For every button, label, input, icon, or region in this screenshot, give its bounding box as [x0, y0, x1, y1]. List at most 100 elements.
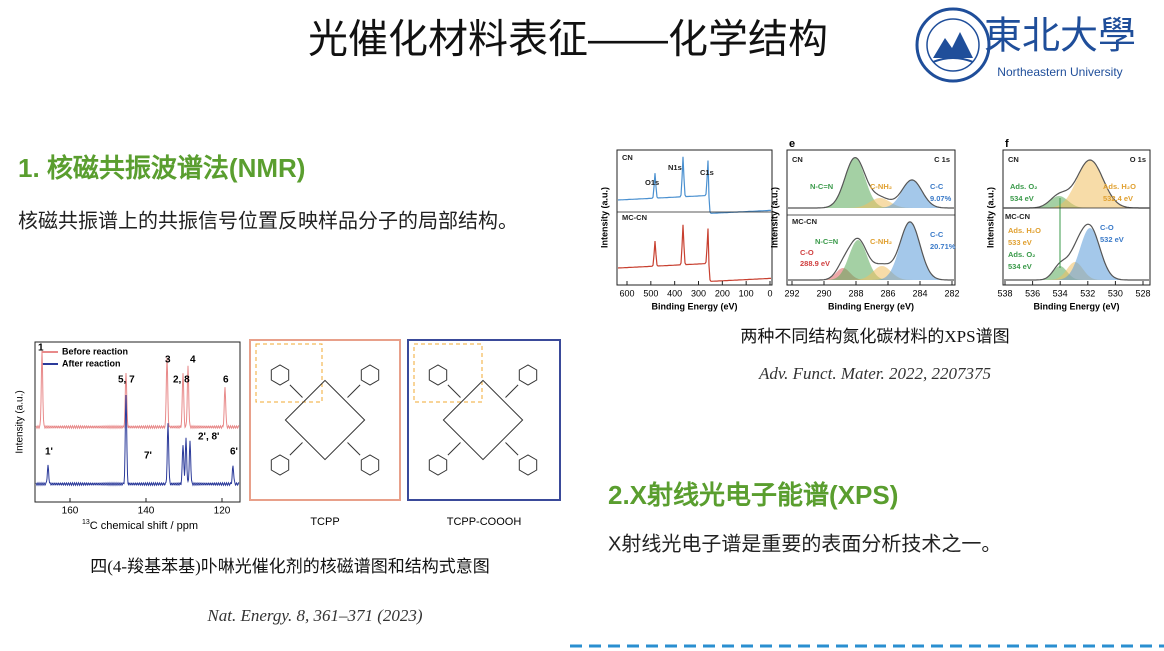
y-axis-label: Intensity (a.u.) [769, 187, 779, 248]
envelope [788, 221, 954, 281]
x-tick-label: 528 [1135, 288, 1150, 298]
peak-label: 6 [223, 375, 229, 386]
peak-label: N1s [668, 163, 682, 172]
panel-letter: f [1005, 138, 1009, 150]
peak-label: 7' [144, 451, 152, 462]
x-tick-label: 530 [1108, 288, 1123, 298]
peak-label: 1 [38, 343, 44, 354]
y-axis-label: Intensity (a.u.) [985, 187, 995, 248]
x-axis-label: Binding Energy (eV) [1033, 301, 1119, 311]
section-description: X射线光电子谱是重要的表面分析技术之一。 [608, 532, 1001, 555]
bond [289, 384, 303, 398]
bond [447, 384, 461, 398]
x-tick-label: 400 [667, 288, 682, 298]
x-tick-label: 282 [944, 288, 959, 298]
peak-label: 2, 8 [173, 375, 190, 386]
peak-label: C-O [1100, 223, 1114, 232]
x-tick-label: 140 [138, 506, 155, 517]
x-tick-label: 0 [767, 288, 772, 298]
nmr-figure: Before reaction After reaction Intensity… [15, 339, 561, 532]
peak-label: Ads. O₂ [1008, 250, 1036, 259]
spectrum [617, 224, 771, 282]
peak-label: C-C [930, 182, 944, 191]
x-tick-label: 600 [619, 288, 634, 298]
slide-title: 光催化材料表征——化学结构 [308, 18, 828, 62]
peak-label: 534 eV [1008, 262, 1032, 271]
fit-component [1004, 160, 1149, 208]
bond [347, 384, 361, 398]
phenyl-ring [428, 454, 448, 476]
phenyl-ring [518, 364, 538, 386]
peak-label: Ads. O₂ [1010, 182, 1038, 191]
peak-label: 288.9 eV [800, 259, 830, 268]
peak-label: C-NH₂ [870, 182, 892, 191]
peak-label: CN [792, 155, 803, 164]
peak-label: CN [622, 153, 633, 162]
y-axis-label: Intensity (a.u.) [15, 390, 26, 453]
peak-label: N-C=N [810, 182, 833, 191]
structure-name: TCPP-COOOH [447, 516, 522, 528]
x-axis-label: Binding Energy (eV) [828, 301, 914, 311]
reference: Nat. Energy. 8, 361–371 (2023) [206, 606, 422, 625]
bond [289, 442, 303, 456]
porphyrin-core [442, 379, 524, 461]
phenyl-ring [518, 454, 538, 476]
legend-entry: Before reaction [62, 346, 128, 356]
x-tick-label: 284 [912, 288, 927, 298]
panel-letter: e [789, 138, 795, 150]
x-tick-label: 300 [691, 288, 706, 298]
x-tick-label: 120 [214, 506, 231, 517]
bond [447, 442, 461, 456]
envelope [1004, 223, 1149, 281]
peak-label: MC-CN [622, 213, 647, 222]
spectrum [35, 350, 240, 430]
x-tick-label: 538 [997, 288, 1012, 298]
x-tick-label: 286 [880, 288, 895, 298]
peak-label: 2', 8' [198, 432, 219, 443]
bond [505, 384, 519, 398]
peak-label: 4 [190, 355, 196, 366]
x-axis-label-main: C chemical shift / ppm [90, 520, 198, 532]
peak-label: C1s [700, 168, 714, 177]
legend-entry: After reaction [62, 358, 121, 368]
x-axis-label: 13C chemical shift / ppm [82, 519, 198, 532]
peak-label: 534 eV [1010, 194, 1034, 203]
bond [505, 442, 519, 456]
xps-figure: 600 500 400 300 200 100 0 Binding Energy (eV) In… [599, 138, 1150, 311]
y-axis-label: Intensity (a.u.) [599, 187, 609, 248]
figure-caption: 四(4-羧基苯基)卟啉光催化剂的核磁谱图和结构式意图 [90, 557, 489, 576]
phenyl-ring [270, 364, 290, 386]
fit-component [788, 266, 954, 280]
structure-name: TCPP [310, 516, 339, 528]
spectrum [617, 156, 772, 214]
peak-label: 20.71% [930, 242, 956, 251]
fit-component [788, 198, 954, 208]
fit-component [788, 222, 954, 280]
x-tick-label: 288 [848, 288, 863, 298]
fit-component [788, 158, 954, 208]
fit-component [788, 180, 954, 208]
peak-label: C-C [930, 230, 944, 239]
x-tick-label: 100 [739, 288, 754, 298]
peak-label: Ads. H₂O [1103, 182, 1136, 191]
x-tick-label: 534 [1053, 288, 1068, 298]
spectrum [35, 394, 240, 487]
bond [347, 442, 361, 456]
peak-label: 532.4 eV [1103, 194, 1133, 203]
panel-frame [786, 149, 956, 286]
fit-component [1004, 228, 1149, 280]
phenyl-ring [428, 364, 448, 386]
phenyl-ring [270, 454, 290, 476]
logo-name: 東北大學 [984, 16, 1136, 58]
porphyrin-core [284, 379, 366, 461]
phenyl-ring [360, 364, 380, 386]
logo-english: Northeastern University [997, 65, 1122, 79]
x-tick-label: 532 [1080, 288, 1095, 298]
panel-frame [1002, 149, 1151, 286]
figure-caption: 两种不同结构氮化碳材料的XPS谱图 [740, 327, 1009, 346]
peak-label: 1' [45, 447, 53, 458]
peak-label: 533 eV [1008, 238, 1032, 247]
peak-label: CN [1008, 155, 1019, 164]
x-axis-label-sup: 13 [82, 519, 90, 526]
